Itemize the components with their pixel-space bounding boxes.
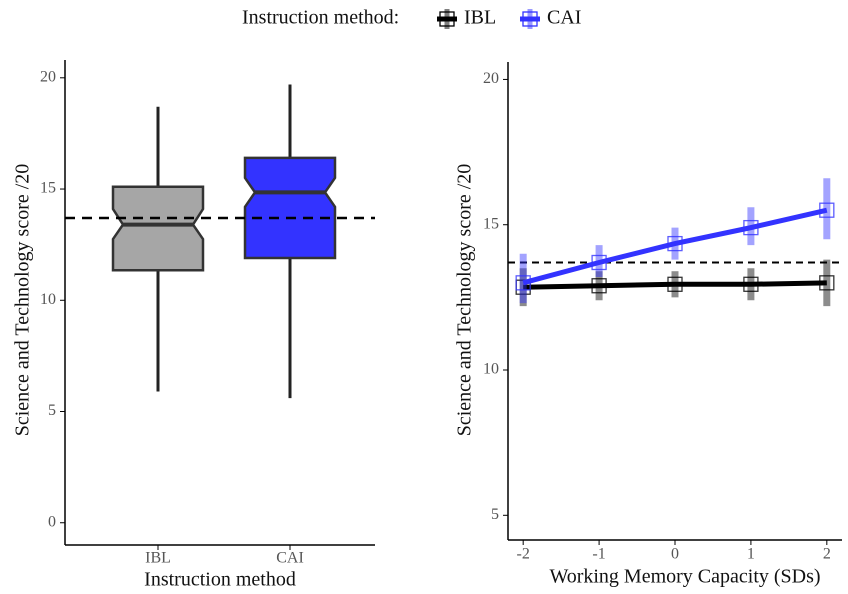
y-tick-label: 5 [491, 506, 499, 523]
x-tick-label: 0 [671, 546, 679, 563]
point [819, 202, 835, 218]
legend-swatch [522, 11, 538, 27]
x-tick-label: 2 [823, 546, 831, 563]
y-tick-label: 0 [48, 513, 56, 530]
y-tick-label: 10 [483, 361, 499, 378]
point [667, 235, 683, 252]
y-tick-label: 20 [40, 68, 56, 85]
x-axis-label: Working Memory Capacity (SDs) [549, 566, 820, 588]
point [591, 254, 607, 271]
series-line [523, 280, 827, 290]
point [515, 275, 531, 291]
point [667, 276, 683, 292]
x-axis-label: Instruction method [144, 569, 296, 591]
point [819, 275, 835, 291]
legend-label: CAI [547, 7, 581, 29]
legend-label: IBL [464, 7, 496, 29]
box [243, 156, 337, 260]
y-axis-label: Science and Technology score /20 [12, 164, 34, 437]
x-tick-label: -1 [592, 546, 605, 563]
y-tick-label: 15 [483, 215, 499, 232]
y-tick-label: 10 [40, 291, 56, 308]
point [743, 219, 759, 236]
y-tick-label: 20 [483, 70, 499, 87]
x-tick-label: IBL [145, 550, 171, 567]
y-tick-label: 15 [40, 180, 56, 197]
legend-title: Instruction method: [242, 7, 399, 29]
y-tick-label: 5 [48, 402, 56, 419]
legend-swatch [439, 11, 455, 27]
x-tick-label: 1 [747, 546, 755, 563]
point [743, 276, 759, 292]
x-tick-label: CAI [276, 550, 304, 567]
point [591, 278, 607, 294]
series-line [522, 207, 828, 286]
box [111, 185, 205, 272]
y-axis-label: Science and Technology score /20 [454, 164, 476, 437]
x-tick-label: -2 [517, 546, 530, 563]
